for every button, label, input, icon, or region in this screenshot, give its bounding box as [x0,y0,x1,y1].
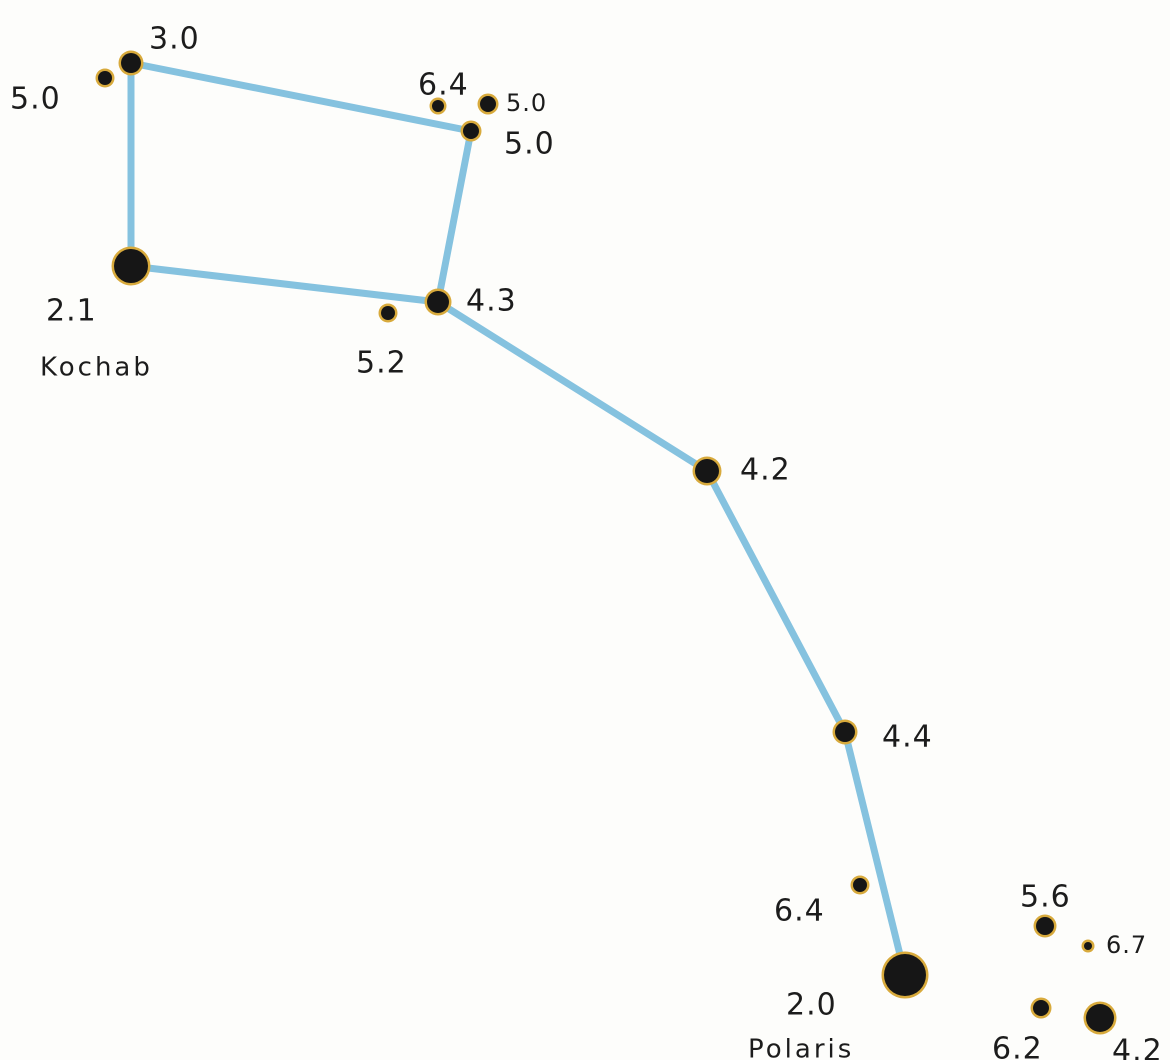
connection-line-s9-s10 [703,467,849,736]
connection-line-s5-s8 [434,127,475,306]
star-s15 [1030,997,1052,1019]
stars [95,50,1117,1035]
star-core [695,459,719,483]
star-s9 [692,456,722,486]
magnitude-label-s15: 6.2 [992,1032,1043,1060]
star-s8 [424,288,452,316]
magnitude-label-s12: 2.0 [786,988,837,1023]
star-core [853,878,867,892]
magnitude-label-s14: 6.7 [1106,931,1147,959]
star-core [480,96,496,112]
magnitude-label-s16: 4.2 [1112,1034,1163,1060]
star-s5 [460,120,482,142]
star-s1 [118,50,144,76]
star-core [98,71,112,85]
star-s2 [95,68,115,88]
star-s10 [832,719,858,745]
star-name-label-s12: Polaris [748,1035,854,1060]
star-core [835,722,855,742]
star-core [381,306,395,320]
magnitude-label-s4: 5.0 [506,89,547,117]
star-core [463,123,479,139]
star-core [1033,1000,1049,1016]
star-s6 [111,246,151,286]
star-s3 [429,97,447,115]
magnitude-label-s8: 4.3 [466,284,517,319]
star-s4 [477,93,499,115]
connection-line-s8-s6 [127,262,442,306]
star-s11 [850,875,870,895]
magnitude-label-s5: 5.0 [504,127,555,162]
star-core [432,100,444,112]
magnitude-label-s11: 6.4 [774,894,825,929]
magnitude-label-s3: 6.4 [418,68,469,103]
connection-line-s8-s9 [434,298,711,475]
connection-line-s10-s12 [841,728,909,979]
magnitude-labels: 3.0 5.0 6.4 5.0 5.0 2.1 Kochab 5.2 4.3 4.2 4.4 6.4 2… [10,22,1163,1060]
magnitude-label-s13: 5.6 [1020,880,1071,915]
star-s12 [881,951,929,999]
connection-lines [127,59,909,979]
connection-line-s1-s5 [127,59,475,135]
star-core [114,249,148,283]
star-core [121,53,141,73]
magnitude-label-s2: 5.0 [10,82,61,117]
star-core [884,954,926,996]
magnitude-label-s9: 4.2 [740,453,791,488]
magnitude-label-s6: 2.1 [46,294,97,329]
star-s16 [1083,1001,1117,1035]
star-s7 [378,303,398,323]
magnitude-label-s10: 4.4 [882,720,933,755]
star-core [427,291,449,313]
star-core [1086,1004,1114,1032]
star-core [1036,917,1054,935]
star-s13 [1033,914,1057,938]
star-name-label-s6: Kochab [40,353,153,383]
magnitude-label-s7: 5.2 [356,346,407,381]
star-core [1084,942,1092,950]
star-s14 [1081,939,1095,953]
magnitude-label-s1: 3.0 [149,22,200,57]
